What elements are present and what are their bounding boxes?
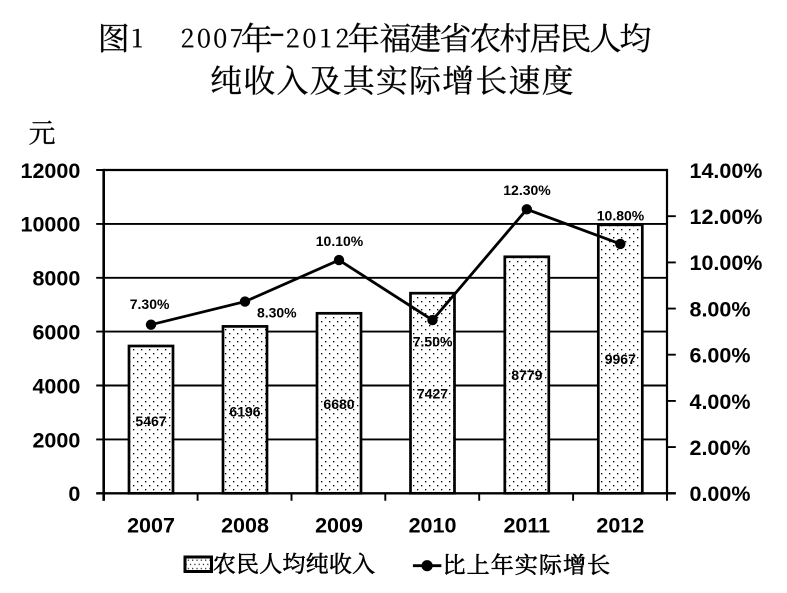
svg-text:2011: 2011 xyxy=(503,513,550,537)
svg-text:0: 0 xyxy=(68,482,80,506)
svg-text:2008: 2008 xyxy=(221,513,269,537)
svg-text:7.50%: 7.50% xyxy=(413,334,453,350)
svg-text:9967: 9967 xyxy=(605,351,636,367)
svg-text:14.00%: 14.00% xyxy=(690,159,763,183)
svg-text:2.00%: 2.00% xyxy=(690,436,751,460)
svg-text:6000: 6000 xyxy=(32,321,80,345)
svg-text:6196: 6196 xyxy=(229,403,260,419)
svg-text:2012: 2012 xyxy=(596,513,644,537)
svg-text:12000: 12000 xyxy=(21,159,81,183)
svg-text:0.00%: 0.00% xyxy=(690,482,751,506)
svg-text:7427: 7427 xyxy=(417,386,448,402)
svg-text:8.30%: 8.30% xyxy=(257,305,297,321)
svg-text:12.30%: 12.30% xyxy=(503,182,551,198)
svg-text:12.00%: 12.00% xyxy=(690,205,763,229)
svg-text:2007: 2007 xyxy=(127,513,175,537)
svg-text:7.30%: 7.30% xyxy=(130,296,170,312)
svg-text:8000: 8000 xyxy=(32,267,80,291)
svg-text:5467: 5467 xyxy=(135,413,166,429)
svg-text:4000: 4000 xyxy=(32,374,80,398)
svg-text:10000: 10000 xyxy=(21,213,81,237)
svg-text:4.00%: 4.00% xyxy=(690,390,751,414)
svg-text:2009: 2009 xyxy=(315,513,363,537)
svg-text:8.00%: 8.00% xyxy=(690,297,751,321)
svg-text:10.00%: 10.00% xyxy=(690,251,763,275)
svg-text:8779: 8779 xyxy=(511,367,542,383)
svg-text:6.00%: 6.00% xyxy=(690,344,751,368)
svg-text:10.10%: 10.10% xyxy=(316,233,364,249)
svg-text:2000: 2000 xyxy=(32,428,80,452)
svg-text:10.80%: 10.80% xyxy=(597,207,645,223)
svg-text:2010: 2010 xyxy=(409,513,457,537)
svg-text:6680: 6680 xyxy=(323,396,354,412)
